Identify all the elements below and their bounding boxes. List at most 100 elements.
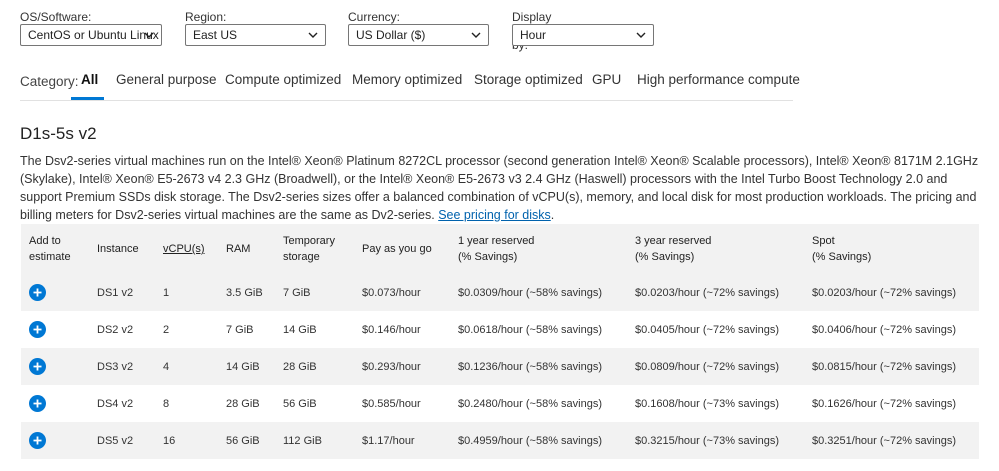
tab-high-performance-compute[interactable]: High performance compute [637,72,800,87]
region-label: Region: [185,10,227,24]
description-text: The Dsv2-series virtual machines run on … [20,154,979,222]
pricing-unit-select-value: Hour [520,28,547,42]
storage-cell: 28 GiB [283,360,317,373]
one-year-cell: $0.0309/hour (~58% savings) [458,286,603,299]
chevron-down-icon [471,26,481,38]
spot-cell: $0.0406/hour (~72% savings) [812,323,957,336]
tab-compute-optimized[interactable]: Compute optimized [225,72,342,87]
vcpu-cell: 16 [163,434,176,447]
os-label: OS/Software: [20,10,92,24]
add-cell [21,274,89,311]
header-1-year-reserved: 1 year reserved (% Savings) [458,235,535,263]
chevron-down-icon [144,26,154,38]
pricing-unit-filter: Display pricing by: Hour [512,10,654,52]
vcpu-cell: 2 [163,323,170,336]
payg-cell: $0.073/hour [362,286,421,299]
region-select-value: East US [193,28,238,42]
add-cell [21,422,89,459]
one-year-cell: $0.2480/hour (~58% savings) [458,397,603,410]
tab-gpu[interactable]: GPU [592,72,622,87]
payg-cell: $0.293/hour [362,360,421,373]
spot-cell: $0.3251/hour (~72% savings) [812,434,957,447]
region-select[interactable]: East US [185,24,326,46]
os-select[interactable]: CentOS or Ubuntu Linux [20,24,162,46]
ram-cell: 14 GiB [226,360,260,373]
table-row: DS3 v2 4 14 GiB 28 GiB $0.293/hour $0.12… [21,348,979,385]
spot-cell: $0.0203/hour (~72% savings) [812,286,957,299]
chevron-down-icon [308,26,318,38]
storage-cell: 14 GiB [283,323,317,336]
currency-select[interactable]: US Dollar ($) [348,24,489,46]
tab-storage-optimized[interactable]: Storage optimized [474,72,583,87]
section-title: D1s-5s v2 [20,124,97,143]
pricing-table: Add to estimate Instance vCPU(s) RAM Temp… [21,224,979,459]
region-filter: Region: East US [185,10,326,46]
disk-pricing-link[interactable]: See pricing for disks [438,208,551,222]
spot-cell: $0.0815/hour (~72% savings) [812,360,957,373]
instance-cell: DS4 v2 [97,397,134,410]
instance-cell: DS2 v2 [97,323,134,336]
three-year-cell: $0.3215/hour (~73% savings) [635,434,780,447]
storage-cell: 7 GiB [283,286,311,299]
ram-cell: 28 GiB [226,397,260,410]
instance-cell: DS1 v2 [97,286,134,299]
vcpu-cell: 8 [163,397,170,410]
header-ram: RAM [226,243,251,255]
currency-label: Currency: [348,10,401,24]
currency-filter: Currency: US Dollar ($) [348,10,489,46]
section-description: The Dsv2-series virtual machines run on … [20,152,985,224]
os-filter: OS/Software: CentOS or Ubuntu Linux [20,10,162,46]
table-header-row: Add to estimate Instance vCPU(s) RAM Temp… [21,224,979,274]
ram-cell: 3.5 GiB [226,286,263,299]
tab-general-purpose[interactable]: General purpose [116,72,217,87]
header-instance: Instance [97,243,139,255]
chevron-down-icon [636,26,646,38]
three-year-cell: $0.1608/hour (~73% savings) [635,397,780,410]
table-row: DS1 v2 1 3.5 GiB 7 GiB $0.073/hour $0.03… [21,274,979,311]
three-year-cell: $0.0203/hour (~72% savings) [635,286,780,299]
three-year-cell: $0.0809/hour (~72% savings) [635,360,780,373]
vcpu-cell: 4 [163,360,170,373]
storage-cell: 112 GiB [283,434,322,447]
header-pay-as-you-go: Pay as you go [362,243,432,255]
payg-cell: $0.585/hour [362,397,421,410]
active-tab-indicator [71,97,104,100]
os-select-value: CentOS or Ubuntu Linux [28,28,159,42]
description-suffix: . [550,208,555,222]
three-year-cell: $0.0405/hour (~72% savings) [635,323,780,336]
plus-circle-icon[interactable] [29,432,46,449]
plus-circle-icon[interactable] [29,358,46,375]
spot-cell: $0.1626/hour (~72% savings) [812,397,957,410]
storage-cell: 56 GiB [283,397,317,410]
add-cell [21,311,89,348]
table-row: DS4 v2 8 28 GiB 56 GiB $0.585/hour $0.24… [21,385,979,422]
one-year-cell: $0.1236/hour (~58% savings) [458,360,603,373]
header-add-to-estimate: Add to estimate [29,235,71,263]
header-vcpu[interactable]: vCPU(s) [163,243,205,255]
currency-select-value: US Dollar ($) [356,28,426,42]
category-tabs: Category: All General purpose Compute op… [20,70,800,101]
plus-circle-icon[interactable] [29,284,46,301]
add-cell [21,385,89,422]
tab-memory-optimized[interactable]: Memory optimized [352,72,463,87]
one-year-cell: $0.0618/hour (~58% savings) [458,323,603,336]
payg-cell: $1.17/hour [362,434,415,447]
instance-cell: DS5 v2 [97,434,134,447]
add-cell [21,348,89,385]
one-year-cell: $0.4959/hour (~58% savings) [458,434,603,447]
header-temporary-storage: Temporary storage [283,235,335,263]
vcpu-cell: 1 [163,286,170,299]
table-row: DS5 v2 16 56 GiB 112 GiB $1.17/hour $0.4… [21,422,979,459]
tab-all[interactable]: All [81,72,99,87]
ram-cell: 56 GiB [226,434,260,447]
instance-cell: DS3 v2 [97,360,134,373]
table-row: DS2 v2 2 7 GiB 14 GiB $0.146/hour $0.061… [21,311,979,348]
ram-cell: 7 GiB [226,323,254,336]
header-spot: Spot (% Savings) [812,235,872,263]
payg-cell: $0.146/hour [362,323,421,336]
category-label: Category: [20,74,79,89]
header-3-year-reserved: 3 year reserved (% Savings) [635,235,712,263]
plus-circle-icon[interactable] [29,321,46,338]
plus-circle-icon[interactable] [29,395,46,412]
pricing-unit-select[interactable]: Hour [512,24,654,46]
